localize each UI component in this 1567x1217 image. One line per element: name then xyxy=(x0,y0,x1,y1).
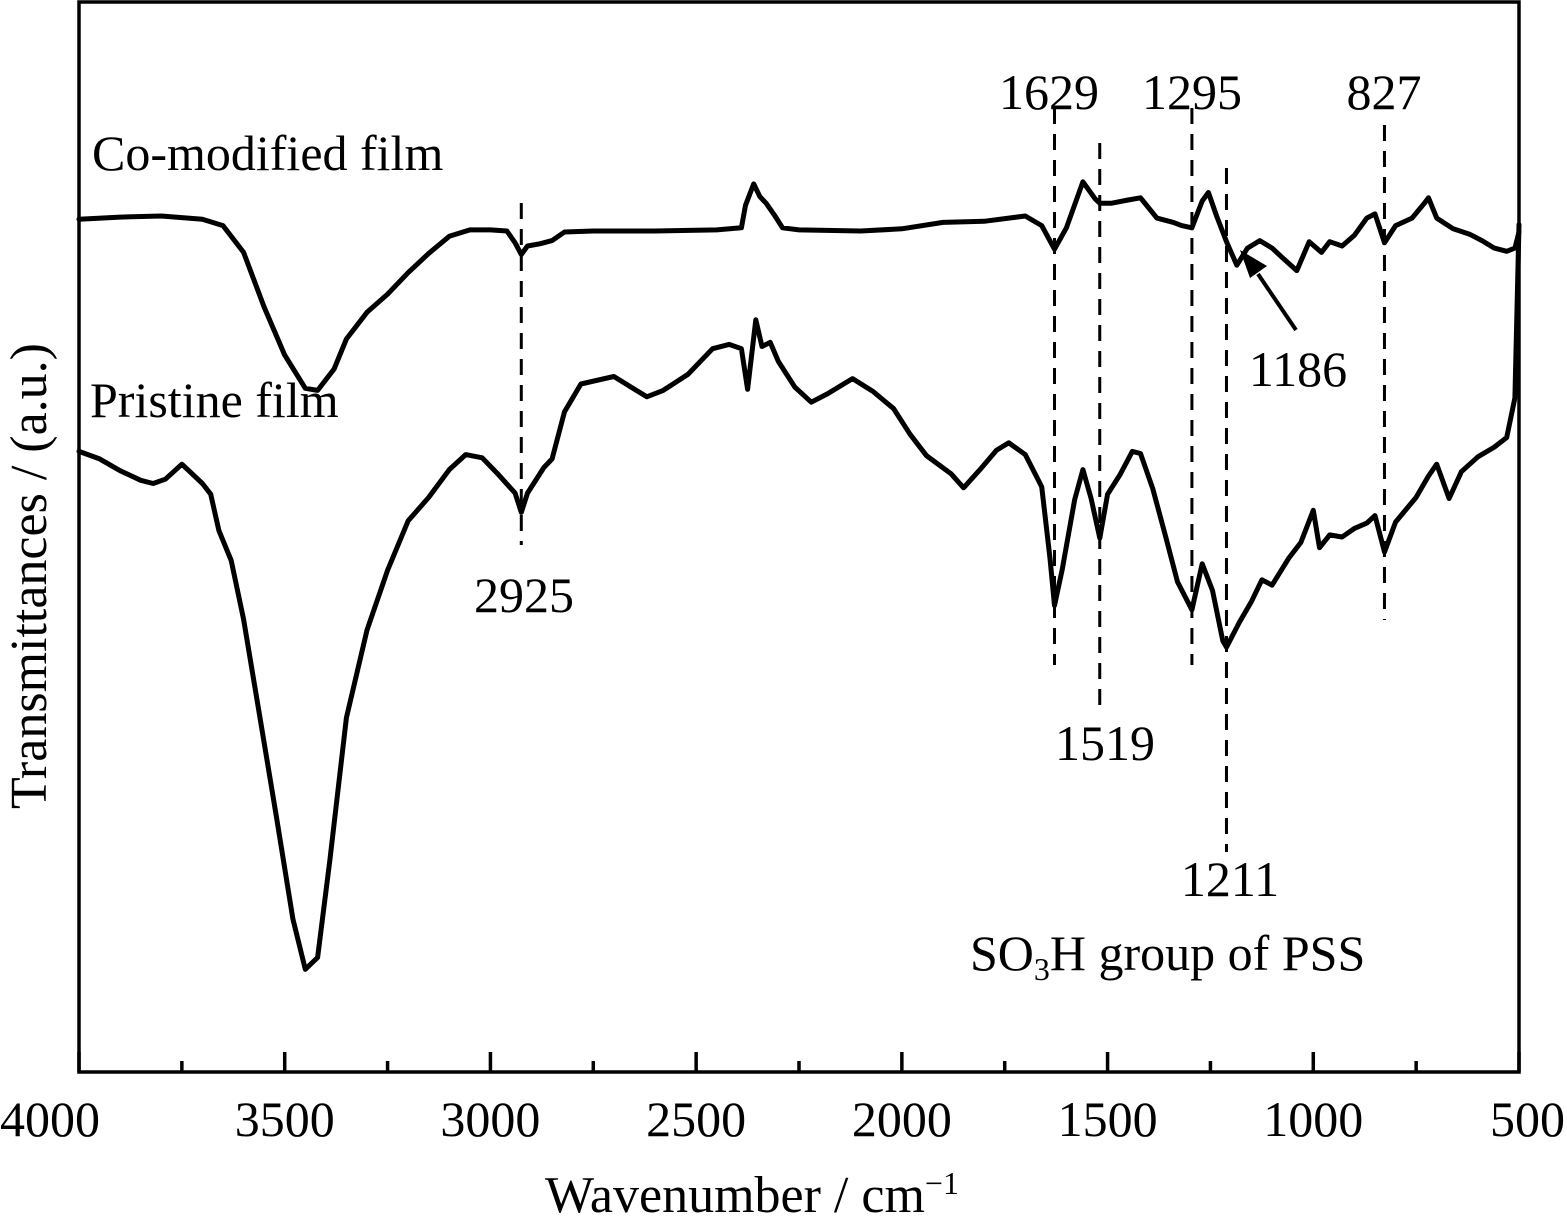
x-tick-label-1000: 1000 xyxy=(1263,1091,1363,1147)
peak-label-1519: 1519 xyxy=(1055,715,1155,771)
peak-label-827: 827 xyxy=(1347,64,1422,120)
series-label-co-modified: Co-modified film xyxy=(92,125,443,181)
x-tick-label-500: 500 xyxy=(1490,1091,1565,1147)
series-line-pristine-film xyxy=(76,222,1522,972)
x-tick-label-3000: 3000 xyxy=(440,1091,540,1147)
peak-label-1629: 1629 xyxy=(999,64,1099,120)
spectra xyxy=(76,179,1522,972)
x-axis-ticks xyxy=(77,1052,1521,1072)
x-axis-title-text: Wavenumber / cm xyxy=(545,1167,925,1217)
group-annotation: SO3H group of PSS xyxy=(970,925,1365,987)
x-tick-label-2500: 2500 xyxy=(646,1091,746,1147)
peak-label-1211: 1211 xyxy=(1181,851,1279,907)
series-line-co-modified-film xyxy=(76,179,1522,393)
x-axis-tick-labels: 4000 3500 3000 2500 2000 1500 1000 500 xyxy=(0,1091,1565,1147)
annotation-arrow-1186 xyxy=(1240,250,1298,332)
x-tick-label-2000: 2000 xyxy=(852,1091,952,1147)
annotation-label-1186: 1186 xyxy=(1249,341,1347,397)
peak-guide-lines xyxy=(519,108,1386,852)
x-tick-label-4000: 4000 xyxy=(0,1091,100,1147)
group-annotation-suffix: H group of PSS xyxy=(1050,925,1365,981)
x-axis-title-sup: −1 xyxy=(925,1165,959,1201)
x-tick-label-1500: 1500 xyxy=(1058,1091,1158,1147)
group-annotation-subscript: 3 xyxy=(1034,951,1050,987)
y-axis-title: Transmittances / (a.u.) xyxy=(1,343,58,809)
peak-label-2925: 2925 xyxy=(474,567,574,623)
group-annotation-prefix: SO xyxy=(970,925,1034,981)
x-axis-title: Wavenumber / cm−1 xyxy=(545,1165,959,1217)
x-tick-label-3500: 3500 xyxy=(235,1091,335,1147)
peak-label-1295: 1295 xyxy=(1142,64,1242,120)
series-label-pristine: Pristine film xyxy=(90,372,339,428)
